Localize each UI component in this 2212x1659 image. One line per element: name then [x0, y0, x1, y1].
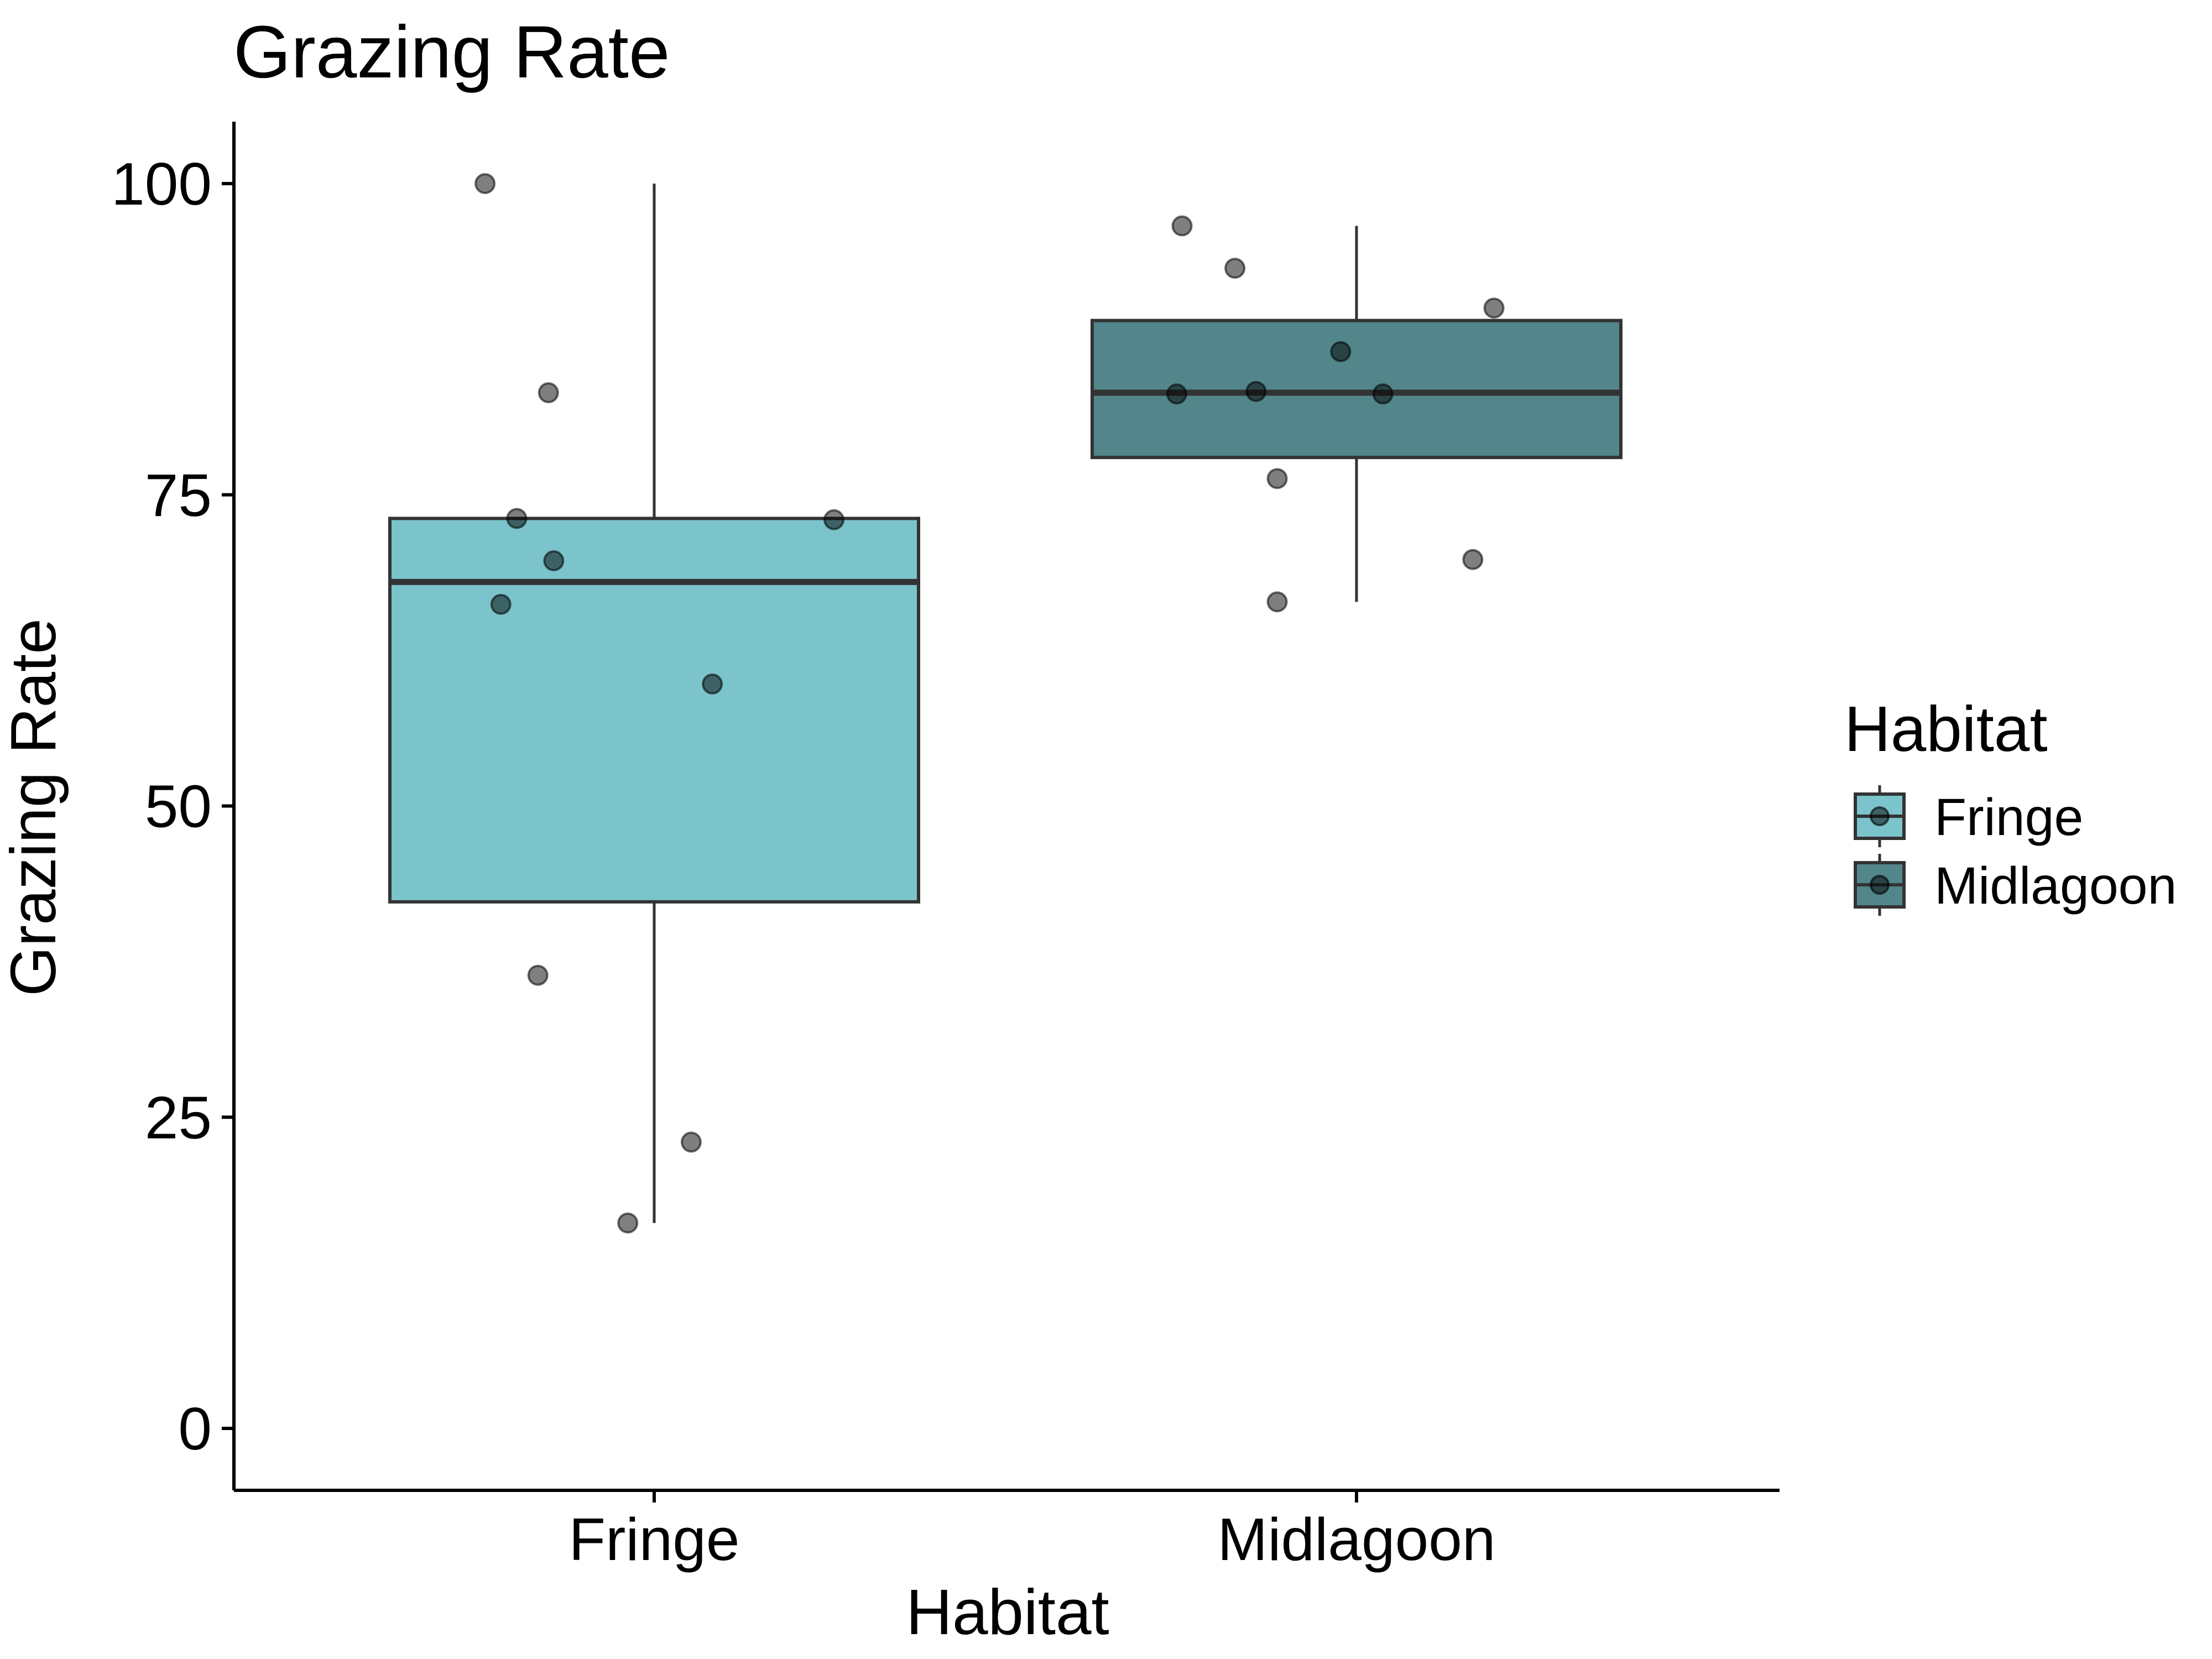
axes: 0 25 50 75 100 Fringe Midlagoon: [111, 122, 1780, 1573]
x-tick-label: Midlagoon: [1218, 1506, 1496, 1573]
x-axis-title: Habitat: [906, 1576, 1109, 1648]
plot-area: [388, 173, 1623, 1234]
legend-key-point: [1870, 875, 1890, 895]
box-fringe: [388, 184, 920, 1223]
data-point: [1462, 549, 1484, 570]
y-tick-label: 75: [145, 462, 212, 529]
data-point: [617, 1212, 639, 1234]
data-point: [823, 509, 845, 530]
y-tick-label: 50: [145, 773, 212, 841]
data-point: [1483, 298, 1505, 319]
data-point: [1266, 591, 1288, 613]
legend-label: Fringe: [1934, 788, 2083, 847]
data-point: [1171, 215, 1193, 237]
legend-key-point: [1870, 806, 1890, 826]
y-tick-label: 25: [145, 1084, 212, 1151]
legend-title: Habitat: [1844, 693, 2048, 765]
data-point: [1266, 468, 1288, 489]
data-point: [1372, 383, 1394, 405]
data-point: [702, 673, 723, 695]
data-point: [1330, 341, 1352, 362]
y-tick-label: 0: [178, 1395, 212, 1463]
points-midlagoon: [1166, 215, 1505, 613]
data-point: [506, 508, 528, 529]
data-point: [538, 382, 559, 404]
legend-label: Midlagoon: [1934, 857, 2177, 915]
data-point: [490, 593, 512, 615]
data-point: [1245, 380, 1267, 402]
legend-item-fringe: Fringe: [1854, 785, 2083, 847]
data-point: [474, 173, 496, 194]
points-fringe: [474, 173, 845, 1234]
box-midlagoon: [1091, 226, 1623, 602]
chart-title: Grazing Rate: [233, 11, 670, 93]
data-point: [543, 550, 565, 572]
data-point: [1166, 383, 1187, 405]
legend: Habitat Fringe Midlagoon: [1844, 693, 2177, 916]
y-axis-title: Grazing Rate: [0, 618, 69, 996]
y-tick-label: 100: [111, 150, 212, 218]
data-point: [680, 1131, 702, 1153]
legend-item-midlagoon: Midlagoon: [1854, 854, 2177, 916]
data-point: [527, 964, 549, 986]
x-tick-label: Fringe: [569, 1506, 740, 1573]
box-iqr: [388, 517, 920, 904]
data-point: [1224, 258, 1246, 279]
